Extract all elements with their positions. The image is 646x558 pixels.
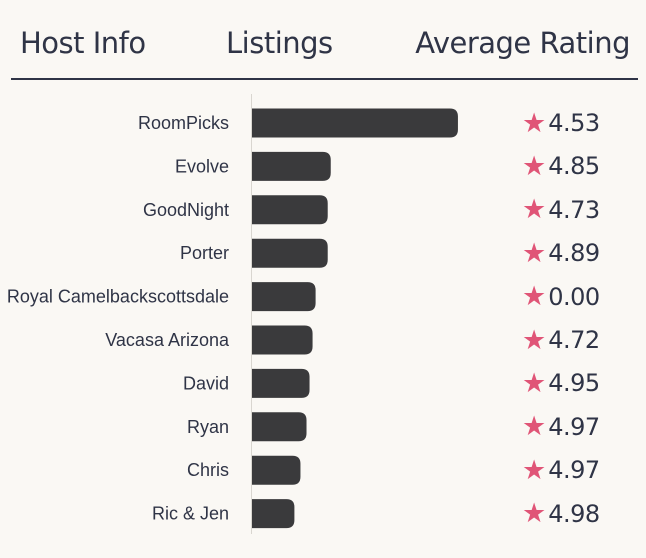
bar [252,368,310,398]
category-label: RoomPicks [138,113,229,133]
bar [252,412,307,442]
category-label: Ryan [187,417,229,437]
rating-value: 4.97 [548,456,600,485]
ratings-column: ★ 4.53 ★ 4.85 ★ 4.73 ★ 4.89 ★ 0.00 ★ 4.72 ★ 4.95 ★ 4.97… [0,90,646,535]
star-icon: ★ [522,281,547,313]
rating-value: 4.98 [548,499,600,528]
rating-value: 0.00 [548,282,600,311]
listings-bar-chart: RoomPicks Evolve GoodNight Porter Royal Came… [0,90,646,535]
rating-row: ★ 4.97 [522,453,600,487]
rating-value: 4.95 [548,369,600,398]
rating-value: 4.85 [548,152,600,181]
listings-column-header: Listings [226,26,333,60]
star-icon: ★ [522,194,547,226]
category-label: Vacasa Arizona [105,330,230,350]
table-header: Host Info Listings Average Rating [0,0,646,80]
star-icon: ★ [522,367,547,399]
category-label: David [183,373,229,393]
rating-row: ★ 4.89 [522,236,600,270]
category-label: Chris [187,460,229,480]
average-rating-column-header: Average Rating [415,26,630,60]
bar [252,238,328,268]
rating-row: ★ 4.97 [522,410,600,444]
category-label: Evolve [175,156,229,176]
rating-row: ★ 4.85 [522,149,600,183]
rating-value: 4.73 [548,195,600,224]
star-icon: ★ [522,237,547,269]
rating-value: 4.97 [548,412,600,441]
star-icon: ★ [522,454,547,486]
rating-row: ★ 4.73 [522,193,600,227]
bar [252,455,301,485]
rating-value: 4.72 [548,326,600,354]
rating-value: 4.89 [548,239,600,268]
category-label: GoodNight [143,200,229,220]
category-label: Royal Camelbackscottsdale [7,287,229,307]
bar [252,108,458,138]
rating-row: ★ 4.95 [522,366,600,400]
star-icon: ★ [522,107,547,139]
rating-value: 4.53 [548,109,600,137]
rating-row: ★ 4.98 [522,497,600,531]
category-label: Ric & Jen [152,504,229,524]
star-icon: ★ [522,498,547,530]
star-icon: ★ [522,411,547,443]
star-icon: ★ [522,150,547,182]
bar [252,151,331,181]
bar [252,325,313,355]
bar-chart-svg: RoomPicks Evolve GoodNight Porter Royal Came… [7,94,458,534]
rating-row: ★ 0.00 [522,280,600,314]
host-info-column-header: Host Info [20,26,146,60]
category-label: Porter [180,243,229,263]
rating-row: ★ 4.72 [522,323,600,357]
bar [252,195,328,225]
rating-row: ★ 4.53 [522,106,600,140]
star-icon: ★ [522,324,547,356]
header-divider [11,78,638,80]
bar [252,499,295,529]
bar [252,282,316,312]
